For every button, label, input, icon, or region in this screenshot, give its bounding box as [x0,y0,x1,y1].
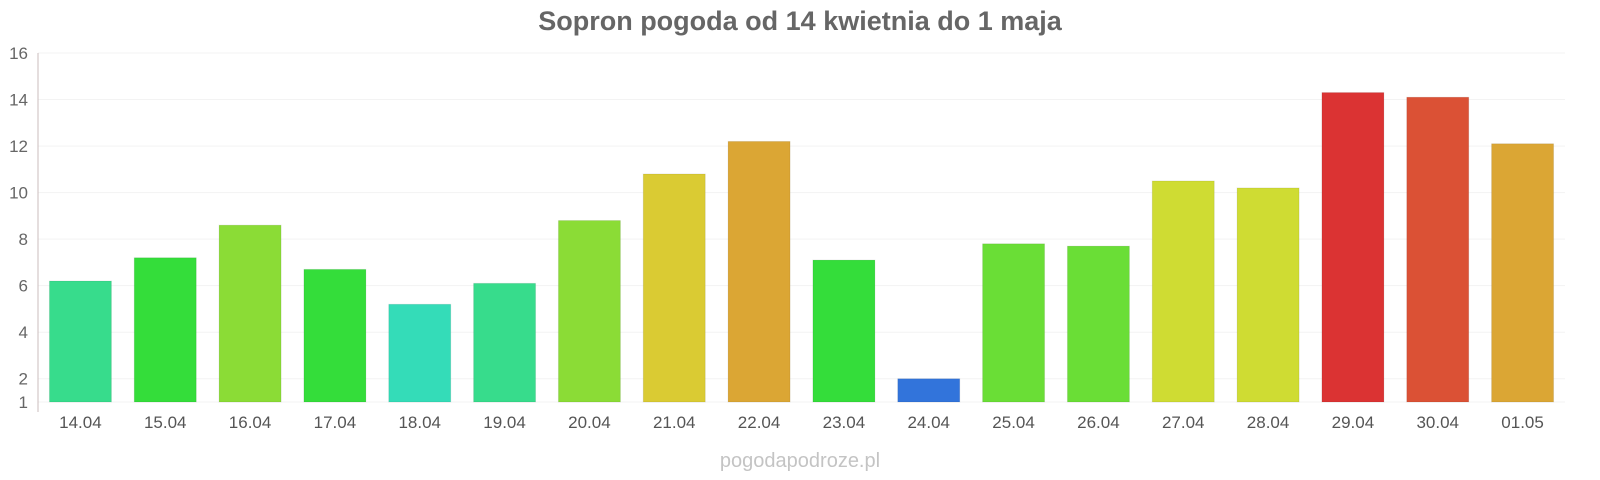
x-tick-label: 17.04 [314,413,357,432]
credit-text: pogodapodroze.pl [719,450,881,472]
bar-18.04 [388,303,452,403]
x-tick-label: 24.04 [907,413,950,432]
x-tick-label: 23.04 [823,413,866,432]
bar-20.04 [557,220,621,403]
bar-27.04 [1151,180,1215,403]
y-tick-label: 10 [9,184,28,203]
x-tick-label: 22.04 [738,413,781,432]
x-tick-label: 26.04 [1077,413,1120,432]
x-tick-label: 29.04 [1332,413,1375,432]
x-tick-label: 25.04 [992,413,1035,432]
y-tick-label: 16 [9,44,28,63]
bar-15.04 [133,257,197,403]
y-tick-label: 4 [19,323,28,342]
x-tick-label: 18.04 [398,413,441,432]
x-tick-label: 28.04 [1247,413,1290,432]
bar-26.04 [1066,245,1130,403]
x-tick-label: 16.04 [229,413,272,432]
x-tick-label: 19.04 [483,413,526,432]
bar-01.05 [1491,143,1555,403]
chart-title: Sopron pogoda od 14 kwietnia do 1 maja [538,6,1062,36]
bar-30.04 [1406,96,1470,403]
y-tick-label: 1 [19,393,28,412]
bar-22.04 [727,140,791,403]
bar-14.04 [48,280,112,403]
y-tick-label: 8 [19,230,28,249]
bar-28.04 [1236,187,1300,403]
bar-25.04 [982,243,1046,403]
x-tick-label: 20.04 [568,413,611,432]
x-tick-label: 15.04 [144,413,187,432]
x-tick-label: 21.04 [653,413,696,432]
bar-19.04 [473,282,537,403]
bar-16.04 [218,224,282,403]
y-tick-label: 12 [9,137,28,156]
x-tick-label: 01.05 [1501,413,1544,432]
bar-29.04 [1321,92,1385,403]
x-tick-label: 30.04 [1416,413,1459,432]
y-tick-label: 6 [19,277,28,296]
bar-17.04 [303,268,367,403]
bar-24.04 [897,378,961,403]
bar-23.04 [812,259,876,403]
x-tick-label: 14.04 [59,413,102,432]
y-tick-label: 2 [19,370,28,389]
bar-21.04 [642,173,706,403]
y-tick-label: 14 [9,91,28,110]
x-tick-label: 27.04 [1162,413,1205,432]
